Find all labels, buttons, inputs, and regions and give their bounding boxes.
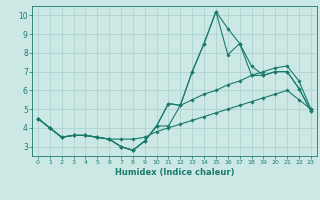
- X-axis label: Humidex (Indice chaleur): Humidex (Indice chaleur): [115, 168, 234, 177]
